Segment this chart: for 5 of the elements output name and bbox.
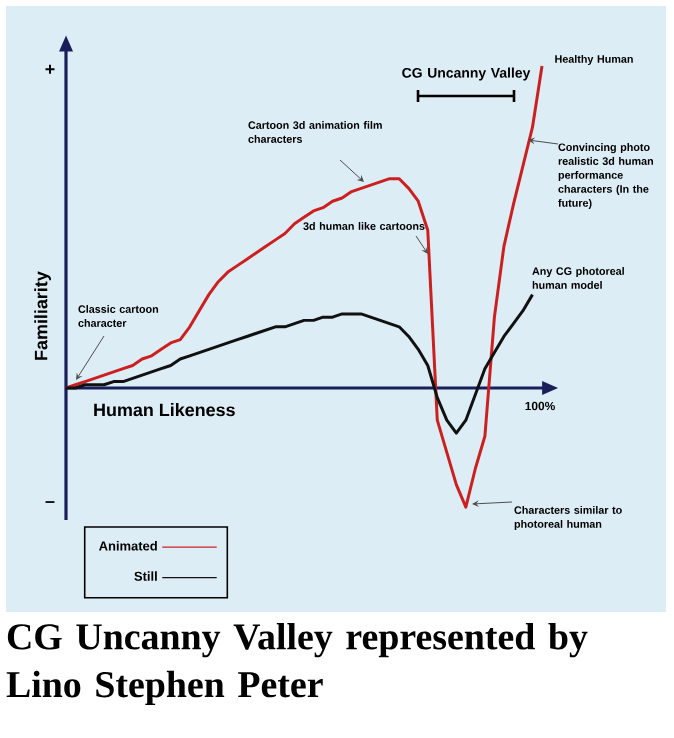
text: CG Uncanny Valley represented by Lino Stephen Peter bbox=[6, 622, 588, 706]
text: – bbox=[45, 501, 55, 503]
text: + bbox=[45, 64, 55, 74]
y-axis-title: Familiarity bbox=[34, 271, 51, 360]
x-axis-title: Human Likeness bbox=[94, 403, 235, 417]
